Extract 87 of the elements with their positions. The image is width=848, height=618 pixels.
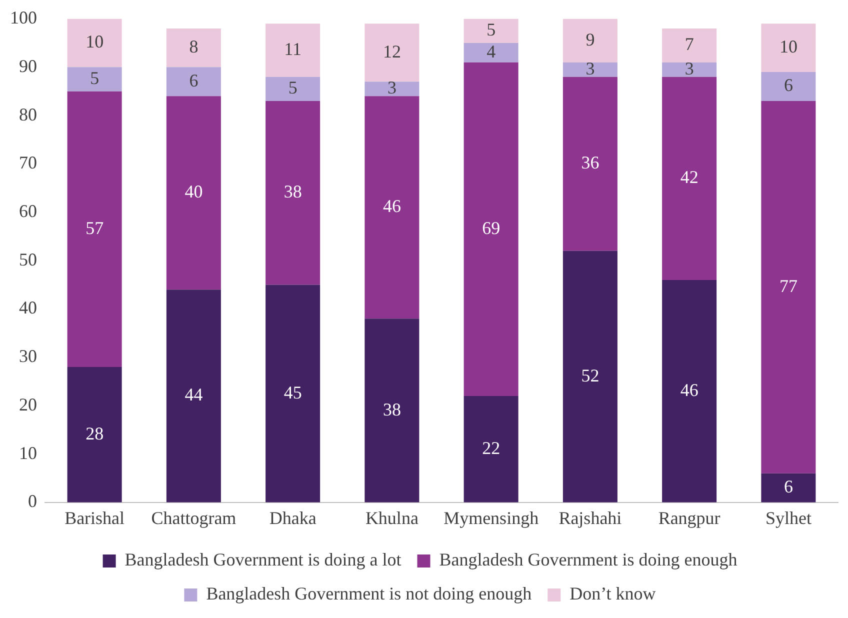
data-label: 5 [288, 78, 298, 98]
bar [166, 290, 221, 502]
data-label: 22 [482, 438, 500, 458]
bar [166, 67, 221, 96]
data-label: 6 [784, 75, 793, 96]
bar [562, 62, 618, 77]
bar [562, 18, 618, 62]
bar [266, 101, 320, 285]
bar [266, 76, 320, 102]
bar [662, 28, 717, 62]
data-label: 52 [581, 365, 600, 386]
data-label: 11 [284, 38, 302, 59]
data-label: 3 [684, 58, 694, 78]
data-label: 45 [284, 382, 302, 402]
bar [761, 24, 816, 72]
x-tick-label: Rajshahi [558, 508, 622, 528]
data-label: 38 [284, 182, 302, 202]
bar [464, 396, 518, 502]
data-label: 8 [189, 36, 198, 57]
y-tick-label: 10 [19, 442, 37, 463]
bar [364, 24, 420, 82]
data-label: 3 [387, 78, 396, 98]
data-label: 3 [586, 58, 595, 78]
bar [166, 28, 221, 68]
y-tick-label: 20 [19, 394, 37, 414]
data-label: 36 [581, 152, 600, 173]
data-label: 6 [189, 70, 198, 90]
legend-label: Bangladesh Government is doing a lot [124, 550, 402, 570]
y-tick-label: 50 [19, 249, 37, 270]
bar [266, 24, 320, 77]
legend-label: Bangladesh Government is not doing enough [206, 584, 532, 604]
bar [464, 42, 518, 62]
bar [464, 18, 518, 43]
legend-label: Don’t know [570, 584, 656, 604]
bar [166, 96, 221, 290]
data-label: 28 [86, 423, 104, 444]
data-label: 77 [779, 276, 798, 296]
bar [364, 82, 420, 96]
bar [266, 284, 320, 502]
y-tick-label: 60 [19, 200, 37, 221]
data-label: 10 [779, 36, 798, 57]
bar [662, 62, 717, 77]
x-tick-label: Rangpur [658, 508, 720, 528]
y-tick-label: 90 [19, 56, 37, 76]
data-label: 69 [482, 218, 500, 238]
data-label: 46 [382, 196, 401, 216]
y-tick-label: 0 [28, 491, 37, 512]
x-tick-label: Dhaka [269, 508, 316, 528]
data-label: 12 [382, 41, 401, 62]
y-tick-label: 80 [19, 104, 37, 124]
data-label: 6 [784, 476, 793, 497]
data-label: 5 [90, 68, 100, 88]
bar [67, 18, 122, 68]
x-tick-label: Chattogram [151, 508, 236, 528]
y-tick-label: 30 [19, 346, 37, 366]
data-label: 40 [184, 182, 203, 202]
data-label: 57 [86, 218, 104, 238]
bar [364, 96, 420, 319]
bar [761, 101, 816, 474]
data-label: 46 [680, 380, 698, 400]
y-tick-label: 70 [19, 152, 37, 173]
data-label: 10 [86, 32, 104, 52]
bar [67, 67, 122, 92]
data-label: 7 [684, 34, 694, 54]
data-label: 38 [382, 399, 401, 420]
data-label: 44 [184, 384, 203, 405]
bar [67, 91, 122, 367]
bar [662, 280, 717, 502]
data-label: 4 [486, 41, 496, 62]
x-tick-label: Mymensingh [444, 508, 539, 528]
data-label: 5 [486, 20, 496, 40]
x-tick-label: Barishal [64, 508, 125, 528]
data-label: 9 [586, 29, 595, 50]
bar [67, 366, 122, 502]
legend-label: Bangladesh Government is doing enough [439, 550, 738, 570]
x-tick-label: Sylhet [765, 508, 812, 528]
bar [662, 76, 717, 280]
bar [562, 76, 618, 251]
bar [761, 473, 816, 502]
x-tick-label: Khulna [365, 508, 418, 528]
y-tick-label: 100 [10, 8, 37, 28]
data-label: 42 [680, 167, 698, 188]
bar [464, 62, 518, 396]
bar [562, 250, 618, 502]
bar [364, 318, 420, 502]
bar [761, 72, 816, 102]
y-tick-label: 40 [19, 298, 37, 318]
